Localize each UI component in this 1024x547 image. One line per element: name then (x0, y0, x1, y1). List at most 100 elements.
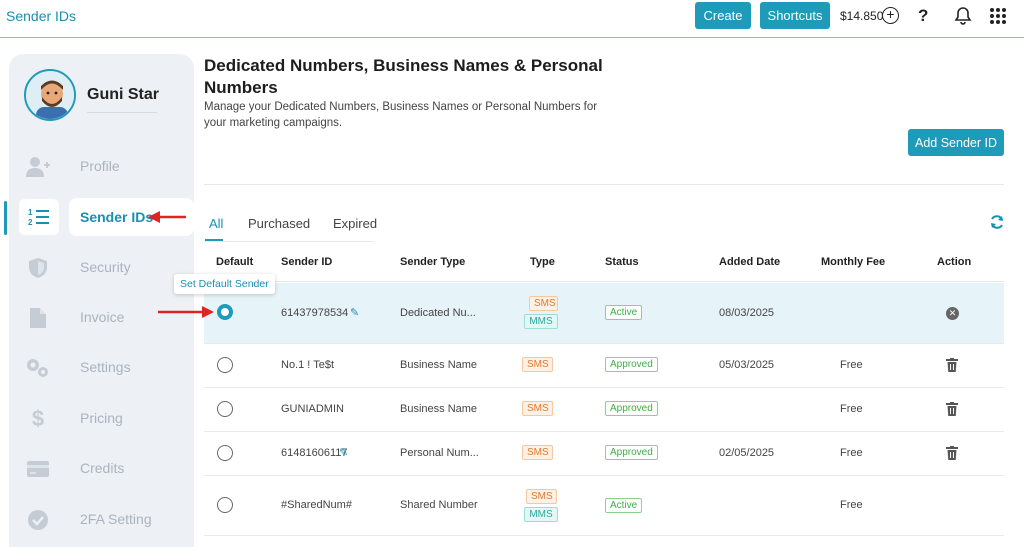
add-credit-icon[interactable]: + (882, 7, 899, 24)
avatar (24, 69, 76, 121)
column-header: Added Date (719, 256, 781, 268)
svg-text:1: 1 (28, 208, 33, 217)
sidebar-item-pricing[interactable]: $ Pricing (9, 401, 194, 437)
monthly-fee: Free (840, 447, 863, 459)
default-radio[interactable] (217, 445, 233, 461)
sidebar-item-label: 2FA Setting (80, 511, 152, 527)
trash-icon[interactable] (946, 402, 958, 416)
sender-id: No.1 ! Te$t (281, 359, 334, 371)
edit-pencil-icon[interactable]: ✎ (339, 447, 349, 459)
type-badge: SMS (529, 296, 558, 311)
sender-id: 61437978534 (281, 307, 349, 319)
shortcuts-button[interactable]: Shortcuts (760, 2, 830, 29)
sender-id: #SharedNum# (281, 499, 352, 511)
sidebar-item-label: Settings (80, 359, 131, 375)
tab-expired[interactable]: Expired (333, 216, 378, 231)
default-radio[interactable] (217, 401, 233, 417)
sidebar-item-credits[interactable]: Credits (9, 451, 194, 487)
sidebar-item-label: Sender IDs (80, 209, 154, 225)
divider (204, 184, 1004, 185)
balance-text: $14.850 (840, 9, 884, 23)
sender-id: 61481606117 (281, 447, 348, 459)
status-badge: Approved (605, 357, 658, 372)
status-badge: Active (605, 498, 643, 513)
table-row: No.1 ! Te$t Business Name SMS Approved 0… (204, 344, 1004, 388)
add-sender-id-button[interactable]: Add Sender ID (908, 129, 1004, 156)
status-badge: Approved (605, 445, 658, 460)
active-indicator (4, 201, 7, 235)
divider (87, 112, 157, 113)
monthly-fee: Free (840, 403, 863, 415)
active-tab-indicator (205, 239, 223, 241)
trash-icon[interactable] (946, 358, 958, 372)
default-radio[interactable] (217, 357, 233, 373)
apps-grid-icon[interactable] (990, 8, 1006, 24)
check-circle-icon (25, 508, 51, 532)
create-button[interactable]: Create (695, 2, 751, 29)
sidebar-item-settings[interactable]: Settings (9, 350, 194, 386)
add-user-icon (25, 155, 51, 179)
sender-type: Dedicated Nu... (400, 307, 476, 319)
column-header: Sender ID (281, 256, 333, 268)
table-row: 61481606117 ✎ Personal Num... SMS Approv… (204, 432, 1004, 476)
sender-type: Business Name (400, 359, 478, 371)
help-icon[interactable]: ? (918, 6, 929, 25)
type-badge: MMS (524, 507, 558, 522)
type-badge: SMS (522, 357, 553, 372)
type-badge: SMS (522, 445, 553, 460)
user-name: Guni Star (87, 86, 160, 103)
sender-id: GUNIADMIN (281, 403, 344, 415)
default-radio[interactable] (217, 304, 233, 320)
refresh-icon[interactable] (989, 214, 1005, 235)
document-icon (25, 306, 51, 330)
svg-text:2: 2 (28, 218, 33, 227)
sidebar-item-label: Invoice (80, 309, 125, 325)
edit-pencil-icon[interactable]: ✎ (350, 307, 360, 319)
credit-card-icon (25, 457, 51, 481)
added-date: 08/03/2025 (719, 307, 775, 319)
sender-type: Business Name (400, 403, 478, 415)
default-radio[interactable] (217, 497, 233, 513)
trash-icon[interactable] (946, 446, 958, 460)
table-row: #SharedNum# Shared Number SMS MMS Active… (204, 476, 1004, 536)
sidebar-item-label: Profile (80, 158, 120, 174)
type-badge: SMS (522, 401, 553, 416)
sidebar-item-security[interactable]: Security (9, 250, 194, 286)
sidebar-item-label: Security (80, 259, 131, 275)
app-title: Sender IDs (6, 8, 77, 24)
sidebar-item-label: Pricing (80, 410, 123, 426)
set-default-sender-tooltip: Set Default Sender (174, 274, 275, 294)
sender-type: Shared Number (400, 499, 478, 511)
page-description: Manage your Dedicated Numbers, Business … (204, 101, 598, 129)
bell-icon[interactable] (954, 6, 972, 31)
type-badge: MMS (524, 314, 558, 329)
tab-purchased[interactable]: Purchased (248, 216, 311, 231)
tab-all[interactable]: All (209, 216, 224, 231)
type-badge: SMS (526, 489, 557, 504)
added-date: 05/03/2025 (719, 359, 775, 371)
status-badge: Active (605, 305, 643, 320)
gears-icon (25, 356, 51, 380)
sidebar-item-invoice[interactable]: Invoice (9, 300, 194, 336)
table-header: Default Sender ID Sender Type Type Statu… (204, 243, 1004, 282)
sidebar-item-2fa-setting[interactable]: 2FA Setting (9, 502, 194, 538)
sidebar-item-label: Credits (80, 460, 125, 476)
column-header: Status (605, 256, 639, 268)
status-badge: Approved (605, 401, 658, 416)
table-row: GUNIADMIN Business Name SMS Approved Fre… (204, 388, 1004, 432)
column-header: Type (530, 256, 555, 268)
column-header: Default (216, 256, 254, 268)
monthly-fee: Free (840, 499, 863, 511)
dollar-icon: $ (31, 406, 45, 431)
added-date: 02/05/2025 (719, 447, 775, 459)
column-header: Sender Type (400, 256, 466, 268)
remove-icon[interactable]: ✕ (946, 307, 959, 320)
page-title: Dedicated Numbers, Business Names & Pers… (204, 56, 603, 97)
table-row: 61437978534 ✎ Dedicated Nu... SMS MMS Ac… (204, 283, 1004, 344)
sidebar-item-profile[interactable]: Profile (9, 149, 194, 185)
annotation-arrow (148, 211, 186, 223)
top-bar: Sender IDs Create Shortcuts $14.850 + ? (0, 0, 1024, 38)
monthly-fee: Free (840, 359, 863, 371)
